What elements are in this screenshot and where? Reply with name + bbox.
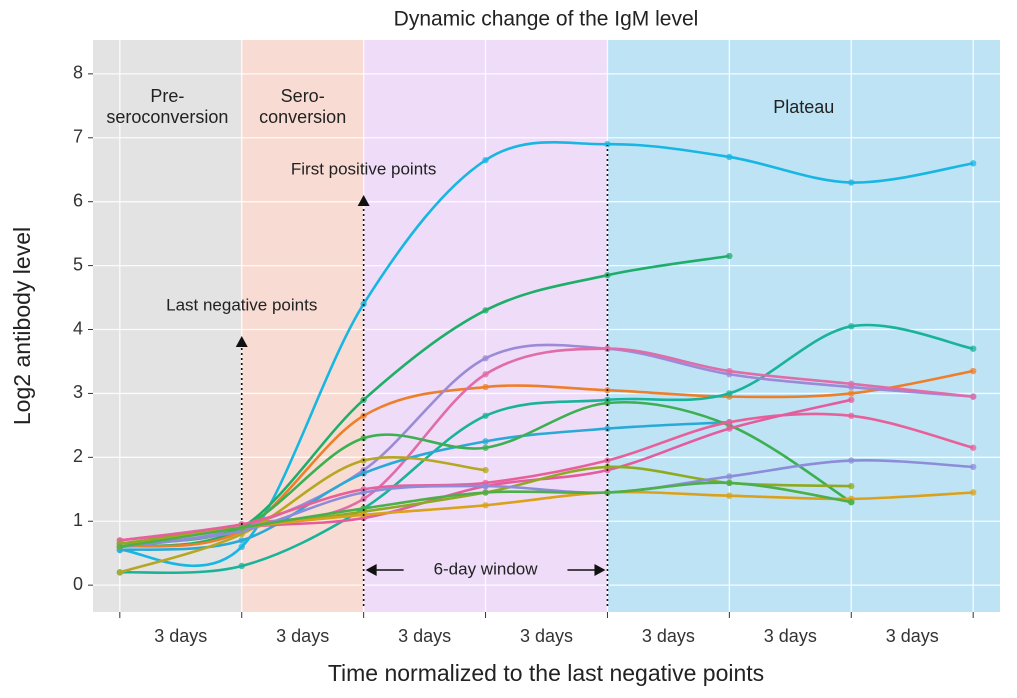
x-tick-label: 3 days	[520, 626, 573, 646]
x-axis-label: Time normalized to the last negative poi…	[328, 660, 764, 686]
x-tick-label: 3 days	[154, 626, 207, 646]
data-point	[848, 380, 855, 388]
data-point	[604, 463, 611, 471]
data-point	[360, 495, 367, 503]
data-point	[726, 425, 733, 432]
data-point	[482, 489, 489, 496]
data-point	[726, 367, 733, 375]
region-label: conversion	[259, 107, 346, 127]
data-point	[969, 345, 977, 352]
data-point	[482, 412, 489, 419]
data-point	[848, 412, 855, 419]
series-line	[119, 459, 974, 549]
region-label: seroconversion	[106, 107, 228, 127]
data-point	[848, 396, 855, 404]
arrow-head	[357, 195, 370, 206]
data-point	[482, 466, 489, 474]
x-tick-label: 3 days	[886, 626, 939, 646]
data-point	[482, 371, 489, 378]
x-tick-label: 3 days	[398, 626, 451, 646]
data-point	[482, 355, 489, 362]
annotation: 6-day window	[434, 559, 539, 578]
y-tick-label: 6	[73, 190, 83, 210]
series-line	[119, 347, 974, 542]
data-point	[969, 367, 977, 375]
series-line	[119, 420, 730, 552]
data-point	[482, 383, 489, 391]
data-point	[726, 252, 733, 260]
data-point	[726, 390, 733, 397]
data-point	[726, 492, 733, 499]
data-point	[360, 470, 367, 477]
y-tick-label: 3	[73, 382, 83, 402]
y-tick-label: 5	[73, 254, 83, 274]
x-tick-label: 3 days	[764, 626, 817, 646]
data-point	[969, 489, 977, 496]
arrow-head	[365, 564, 377, 576]
data-point	[360, 505, 367, 512]
series-line	[119, 141, 974, 567]
data-point	[482, 438, 489, 445]
series-line	[119, 412, 974, 542]
data-point	[848, 179, 855, 186]
data-point	[726, 473, 733, 480]
y-tick-label: 0	[73, 574, 83, 594]
data-point	[969, 463, 977, 471]
data-point	[848, 498, 855, 506]
data-point	[116, 543, 124, 551]
region-label: Plateau	[773, 97, 834, 117]
data-point	[482, 307, 489, 314]
series-line	[119, 456, 486, 574]
data-point	[848, 390, 855, 397]
y-tick-label: 2	[73, 446, 83, 466]
data-point	[360, 434, 367, 442]
y-tick-label: 7	[73, 127, 83, 147]
region	[607, 40, 1000, 612]
region	[93, 40, 242, 612]
data-point	[360, 489, 367, 496]
x-tick-label: 3 days	[276, 626, 329, 646]
data-point	[604, 399, 611, 407]
data-point	[848, 482, 855, 490]
data-point	[116, 569, 124, 576]
data-point	[969, 444, 977, 451]
data-point	[482, 444, 489, 451]
data-point	[604, 345, 611, 352]
series-line	[119, 323, 974, 575]
x-tick-label: 3 days	[642, 626, 695, 646]
data-point	[238, 562, 245, 570]
data-point	[848, 457, 855, 464]
data-point	[604, 140, 611, 148]
annotation: First positive points	[291, 159, 437, 178]
chart-title: Dynamic change of the IgM level	[394, 8, 699, 31]
data-point	[969, 393, 977, 400]
data-point	[604, 425, 611, 432]
data-point	[604, 489, 611, 496]
y-tick-label: 1	[73, 510, 83, 530]
data-point	[726, 153, 733, 161]
data-point	[482, 482, 489, 490]
data-point	[726, 479, 733, 487]
data-point	[969, 160, 977, 167]
data-point	[482, 502, 489, 509]
data-point	[848, 323, 855, 330]
y-tick-label: 8	[73, 63, 83, 83]
data-point	[726, 418, 733, 426]
data-point	[482, 156, 489, 164]
region-label: Sero-	[281, 86, 325, 106]
data-point	[238, 537, 245, 544]
arrow-head	[594, 564, 606, 576]
arrow-head	[235, 336, 248, 347]
data-point	[238, 524, 245, 531]
y-tick-label: 4	[73, 318, 83, 338]
annotation: Last negative points	[166, 295, 317, 314]
region-label: Pre-	[150, 86, 184, 106]
data-point	[238, 543, 245, 551]
data-point	[360, 300, 367, 308]
y-axis-label: Log2 antibody level	[9, 227, 35, 425]
